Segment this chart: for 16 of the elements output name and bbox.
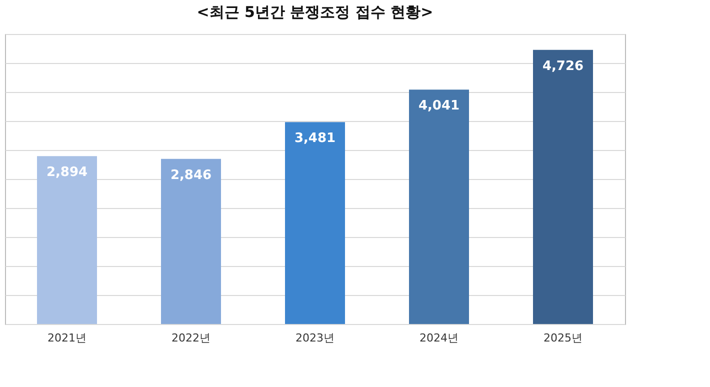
- x-tick-label: 2023년: [296, 332, 334, 344]
- data-label: 4,041: [418, 98, 460, 114]
- bar: [285, 122, 345, 324]
- x-tick-label: 2025년: [544, 332, 582, 344]
- x-tick-label: 2022년: [172, 332, 210, 344]
- chart-title: <최근 5년간 분쟁조정 접수 현황>: [196, 3, 434, 21]
- bar: [409, 90, 469, 324]
- data-label: 2,894: [46, 165, 88, 180]
- x-tick-label: 2021년: [48, 332, 86, 344]
- bar: [37, 156, 97, 324]
- bar: [161, 158, 221, 324]
- data-label: 4,726: [542, 58, 584, 74]
- bar: [533, 50, 593, 324]
- data-label: 2,846: [170, 168, 212, 183]
- data-label: 3,481: [294, 131, 336, 146]
- x-tick-label: 2024년: [420, 332, 458, 344]
